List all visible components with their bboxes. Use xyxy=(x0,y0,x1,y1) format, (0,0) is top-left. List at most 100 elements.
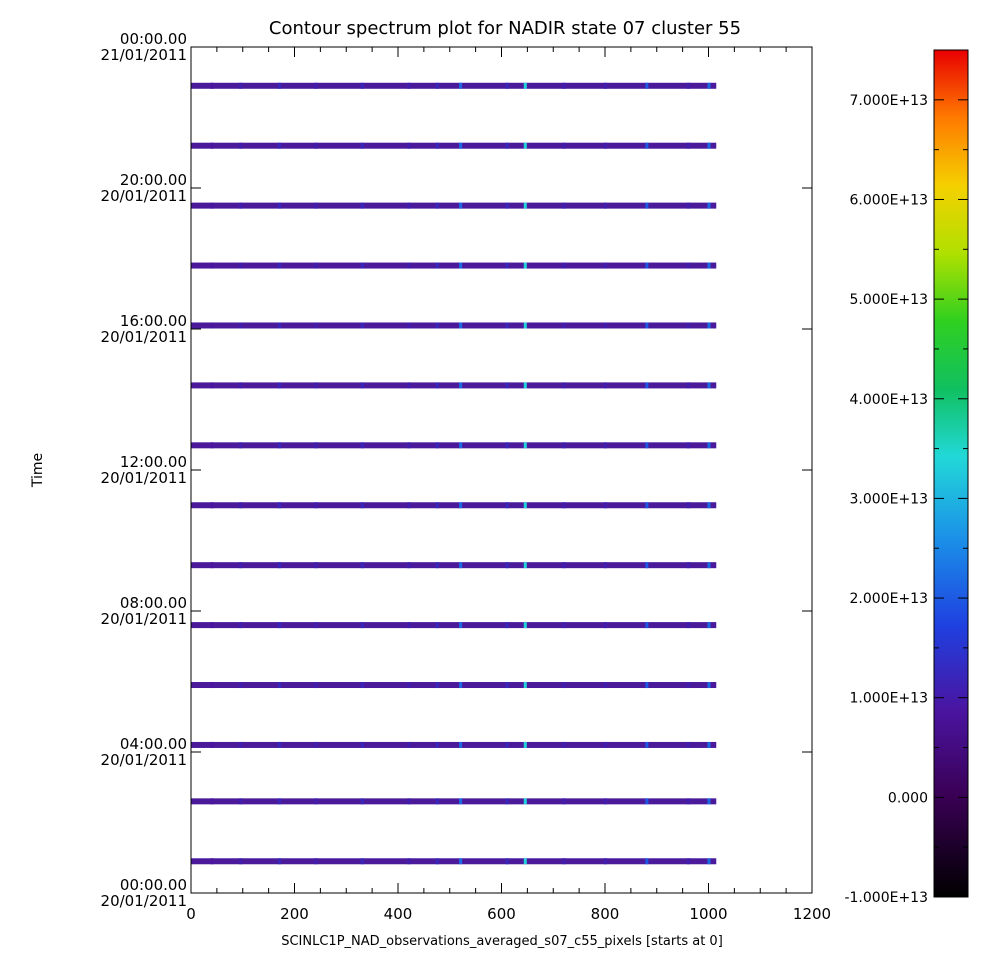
pixel-highlight xyxy=(210,82,214,89)
pixel-highlight xyxy=(645,82,649,89)
pixel-highlight xyxy=(277,682,281,689)
pixel-highlight xyxy=(239,82,243,89)
x-tick-label: 600 xyxy=(487,905,516,923)
pixel-highlight xyxy=(604,82,607,89)
x-tick-label: 200 xyxy=(280,905,309,923)
pixel-highlight xyxy=(360,82,364,89)
observation-row xyxy=(191,562,717,569)
x-tick-label: 1000 xyxy=(689,905,727,923)
pixel-highlight xyxy=(505,682,509,689)
pixel-highlight xyxy=(686,262,690,269)
y-tick-time: 00:00.00 xyxy=(120,876,187,894)
pixel-highlight xyxy=(505,622,509,629)
observation-rows xyxy=(191,82,717,865)
pixel-highlight xyxy=(562,442,566,449)
pixel-highlight xyxy=(407,442,411,449)
pixel-highlight xyxy=(562,142,566,149)
observation-row xyxy=(191,142,717,149)
pixel-highlight xyxy=(645,502,649,509)
observation-row xyxy=(191,502,717,509)
observation-row xyxy=(191,82,717,89)
pixel-highlight xyxy=(407,858,411,865)
pixel-highlight xyxy=(645,682,649,689)
pixel-highlight xyxy=(314,798,318,805)
x-axis: 0 200 400 600 800 1000 1200 xyxy=(186,47,831,923)
pixel-highlight xyxy=(459,502,463,509)
pixel-highlight xyxy=(360,741,364,748)
pixel-highlight xyxy=(523,622,527,629)
pixel-highlight xyxy=(407,322,411,329)
pixel-highlight xyxy=(314,322,318,329)
x-tick-label: 800 xyxy=(591,905,620,923)
colorbar-tick-label: -1.000E+13 xyxy=(844,890,928,906)
pixel-highlight xyxy=(686,142,690,149)
pixel-highlight xyxy=(360,682,364,689)
pixel-highlight xyxy=(459,682,463,689)
pixel-highlight xyxy=(505,502,509,509)
pixel-highlight xyxy=(210,382,214,389)
pixel-highlight xyxy=(435,142,439,149)
pixel-highlight xyxy=(459,622,463,629)
pixel-highlight xyxy=(604,562,607,569)
colorbar-tick-label: 5.000E+13 xyxy=(850,292,928,308)
pixel-highlight xyxy=(604,622,607,629)
pixel-highlight xyxy=(562,202,566,209)
pixel-highlight xyxy=(604,741,607,748)
pixel-highlight xyxy=(435,798,439,805)
pixel-highlight xyxy=(277,798,281,805)
pixel-highlight xyxy=(562,502,566,509)
y-tick-time: 12:00.00 xyxy=(120,453,187,471)
x-tick-label: 400 xyxy=(384,905,413,923)
pixel-highlight xyxy=(686,682,690,689)
pixel-highlight xyxy=(604,202,607,209)
pixel-highlight xyxy=(210,202,214,209)
pixel-highlight xyxy=(645,262,649,269)
plot-frame xyxy=(190,46,813,894)
chart-title: Contour spectrum plot for NADIR state 07… xyxy=(269,18,741,39)
pixel-highlight xyxy=(562,562,566,569)
pixel-highlight xyxy=(686,562,690,569)
pixel-highlight xyxy=(314,502,318,509)
pixel-highlight xyxy=(459,858,463,865)
pixel-highlight xyxy=(707,262,711,269)
pixel-highlight xyxy=(435,622,439,629)
pixel-highlight xyxy=(239,622,243,629)
pixel-highlight xyxy=(523,322,527,329)
pixel-highlight xyxy=(239,502,243,509)
observation-row xyxy=(191,382,717,389)
pixel-highlight xyxy=(360,262,364,269)
pixel-highlight xyxy=(523,798,527,805)
pixel-highlight xyxy=(210,322,214,329)
pixel-highlight xyxy=(459,798,463,805)
pixel-highlight xyxy=(360,622,364,629)
pixel-highlight xyxy=(505,798,509,805)
pixel-highlight xyxy=(314,382,318,389)
pixel-highlight xyxy=(604,858,607,865)
pixel-highlight xyxy=(707,82,711,89)
pixel-highlight xyxy=(562,682,566,689)
pixel-highlight xyxy=(523,502,527,509)
pixel-highlight xyxy=(645,562,649,569)
pixel-highlight xyxy=(435,322,439,329)
pixel-highlight xyxy=(645,858,649,865)
y-tick-time: 20:00.00 xyxy=(120,171,187,189)
pixel-highlight xyxy=(239,382,243,389)
pixel-highlight xyxy=(459,382,463,389)
pixel-highlight xyxy=(707,741,711,748)
pixel-highlight xyxy=(523,262,527,269)
pixel-highlight xyxy=(239,562,243,569)
pixel-highlight xyxy=(562,622,566,629)
pixel-highlight xyxy=(435,741,439,748)
observation-row xyxy=(191,622,717,629)
pixel-highlight xyxy=(707,202,711,209)
pixel-highlight xyxy=(523,382,527,389)
pixel-highlight xyxy=(707,382,711,389)
pixel-highlight xyxy=(604,798,607,805)
pixel-highlight xyxy=(459,142,463,149)
pixel-highlight xyxy=(523,442,527,449)
pixel-highlight xyxy=(210,741,214,748)
pixel-highlight xyxy=(314,562,318,569)
colorbar-tick-label: 6.000E+13 xyxy=(850,192,928,208)
pixel-highlight xyxy=(686,442,690,449)
pixel-highlight xyxy=(707,622,711,629)
